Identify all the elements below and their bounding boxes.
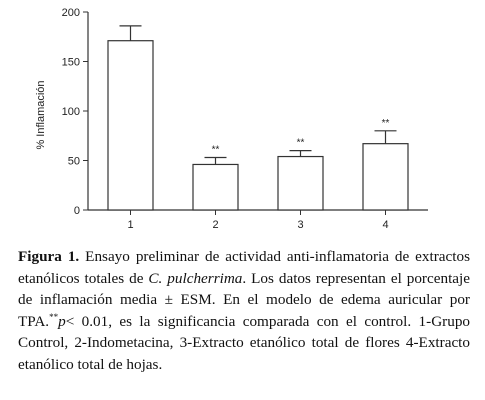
caption-p-symbol: p — [58, 313, 66, 330]
chart: 0 50 100 150 200 1 2 3 4 ** ** ** % Inflamación — [0, 0, 485, 240]
caption-text-3: < 0.01, es la significancia comparada co… — [18, 313, 470, 373]
x-tick-label-1: 1 — [127, 219, 133, 231]
significance-label-3: ** — [297, 138, 305, 149]
y-tick-label-4: 200 — [62, 7, 80, 19]
y-tick-label-1: 50 — [68, 156, 80, 168]
caption-label: Figura 1. — [18, 248, 79, 265]
x-tick-label-3: 3 — [297, 219, 303, 231]
significance-label-4: ** — [382, 118, 390, 129]
y-axis-label: % Inflamación — [35, 80, 47, 149]
x-tick-label-2: 2 — [212, 219, 218, 231]
y-tick-label-2: 100 — [62, 106, 80, 118]
caption-superscript: ** — [49, 311, 58, 321]
bar-chart-svg: 0 50 100 150 200 1 2 3 4 ** ** ** % Inflamación — [0, 0, 485, 240]
significance-label-2: ** — [212, 145, 220, 156]
bar-4 — [363, 144, 408, 210]
bar-1 — [108, 41, 153, 210]
y-tick-label-0: 0 — [74, 205, 80, 217]
caption-species: C. pulcherrima — [148, 270, 242, 287]
y-tick-label-3: 150 — [62, 57, 80, 69]
bar-2 — [193, 164, 238, 210]
figure-caption: Figura 1. Ensayo preliminar de actividad… — [18, 246, 470, 375]
x-tick-label-4: 4 — [382, 219, 388, 231]
bar-3 — [278, 157, 323, 210]
chart-bars: ** ** ** — [108, 26, 408, 210]
